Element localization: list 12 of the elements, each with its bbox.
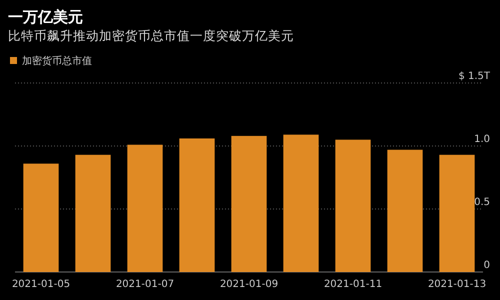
y-tick-label: 0 bbox=[484, 260, 490, 271]
x-tick-label: 2021-01-11 bbox=[324, 279, 382, 290]
x-tick-label: 2021-01-07 bbox=[116, 279, 174, 290]
x-tick-label: 2021-01-13 bbox=[428, 279, 486, 290]
y-tick-label: $ 1.5T bbox=[458, 71, 491, 82]
y-tick-label: 0.5 bbox=[474, 197, 490, 208]
x-tick-label: 2021-01-09 bbox=[220, 279, 278, 290]
x-tick-label: 2021-01-05 bbox=[12, 279, 70, 290]
legend-label: 加密货币总市值 bbox=[22, 55, 92, 67]
chart-title: 一万亿美元 bbox=[8, 8, 83, 26]
chart-subtitle: 比特币飙升推动加密货币总市值一度突破万亿美元 bbox=[8, 28, 294, 43]
y-tick-label: 1.0 bbox=[474, 134, 490, 145]
